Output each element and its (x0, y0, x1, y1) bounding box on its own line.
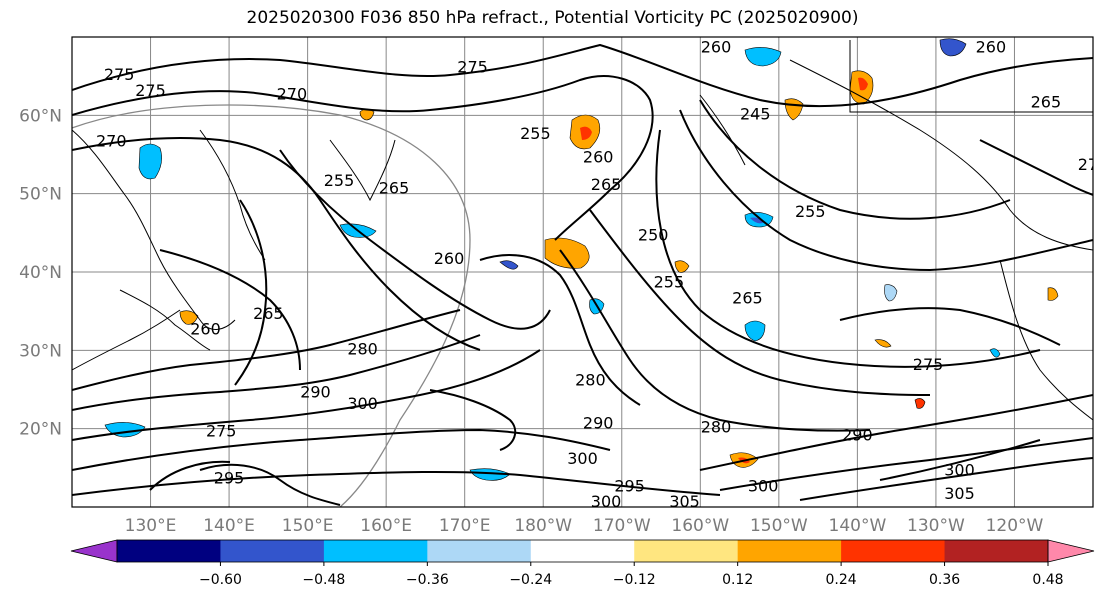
longitude-label: 160°W (671, 516, 729, 536)
contour-label: 290 (300, 382, 331, 401)
colorbar-tick-label: 0.24 (826, 572, 857, 588)
contour-label: 255 (324, 171, 355, 190)
contour-label: 290 (583, 414, 614, 433)
colorbar-tick-label: −0.12 (613, 572, 656, 588)
contour-label: 260 (190, 320, 221, 339)
longitude-label: 160°E (360, 516, 412, 536)
colorbar: −0.60 −0.48 −0.36 −0.24 −0.12 0.12 0.24 0.36 0.4… (70, 539, 1095, 588)
latitude-label: 40°N (19, 263, 62, 283)
contour-label: 280 (701, 418, 732, 437)
latitude-label: 20°N (19, 420, 62, 440)
colorbar-segment (737, 540, 842, 562)
contour-label: 270 (277, 85, 308, 104)
contour-label: 300 (591, 492, 622, 511)
colorbar-tick-label: 0.36 (929, 572, 960, 588)
longitude-label: 130°E (125, 516, 177, 536)
coastlines (72, 40, 1093, 421)
colorbar-segment (634, 540, 739, 562)
colorbar-max-arrow (1047, 539, 1095, 563)
contour-label: 255 (654, 273, 685, 292)
contour-label: 300 (567, 449, 598, 468)
great-circle (72, 104, 471, 507)
colorbar-tick-label: −0.48 (302, 572, 345, 588)
colorbar-tick-label: −0.24 (509, 572, 552, 588)
contour-label: 300 (748, 476, 779, 495)
contour-label: 265 (379, 179, 410, 198)
colorbar-segment (117, 540, 221, 562)
contour-label: 300 (347, 394, 378, 413)
contour-label: 250 (638, 226, 669, 245)
contour-label: 260 (976, 38, 1007, 57)
colorbar-segment (427, 540, 532, 562)
map-title: 2025020300 F036 850 hPa refract., Potent… (246, 8, 859, 28)
longitude-label: 140°W (829, 516, 887, 536)
contour-label: 290 (842, 425, 873, 444)
longitude-label: 170°W (593, 516, 651, 536)
contour-label: 300 (944, 461, 975, 480)
contour-label: 260 (583, 147, 614, 166)
contour-label: 305 (669, 492, 700, 511)
contour-label: 275 (104, 65, 135, 84)
contour-label: 265 (1031, 93, 1062, 112)
longitude-label: 150°E (282, 516, 334, 536)
contour-label: 265 (732, 288, 763, 307)
contour-label: 255 (520, 124, 551, 143)
colorbar-segment (530, 540, 635, 562)
contour-label: 305 (944, 484, 975, 503)
latitude-label: 60°N (19, 106, 62, 126)
contour-label: 230 (1101, 378, 1105, 397)
longitude-label: 140°E (203, 516, 255, 536)
contour-label: 275 (206, 422, 237, 441)
longitude-label: 120°W (986, 516, 1044, 536)
longitude-labels: 130°E 140°E 150°E 160°E 170°E 180°W 170°W 160°W… (125, 516, 1044, 536)
longitude-label: 170°E (439, 516, 491, 536)
colorbar-outline (116, 539, 1049, 563)
contour-label: 275 (457, 57, 488, 76)
colorbar-segment (220, 540, 325, 562)
latitude-label: 50°N (19, 185, 62, 205)
contour-label: 280 (575, 371, 606, 390)
longitude-label: 150°W (750, 516, 808, 536)
colorbar-tick-label: 0.48 (1032, 572, 1063, 588)
contour-label: 280 (347, 339, 378, 358)
colorbar-tick-label: −0.36 (406, 572, 449, 588)
contour-label: 265 (591, 175, 622, 194)
colorbar-tick-label: −0.60 (199, 572, 242, 588)
colorbar-min-arrow (70, 539, 118, 563)
contour-label: 255 (795, 202, 826, 221)
longitude-label: 180°W (514, 516, 572, 536)
map-frame (71, 36, 1094, 508)
contour-label: 265 (253, 304, 284, 323)
pv-shading (104, 38, 1059, 481)
colorbar-segment (841, 540, 946, 562)
latitude-label: 30°N (19, 341, 62, 361)
contour-label: 260 (434, 249, 465, 268)
contour-label: 270 (1078, 155, 1105, 174)
contour-label: 270 (96, 132, 127, 151)
colorbar-segment (944, 540, 1049, 562)
contour-label: 275 (913, 355, 944, 374)
colorbar-tick-label: 0.12 (722, 572, 753, 588)
longitude-label: 130°W (907, 516, 965, 536)
latitude-labels: 60°N 50°N 40°N 30°N 20°N (19, 106, 62, 439)
contour-label: 275 (135, 81, 166, 100)
contour-label: 295 (214, 469, 245, 488)
contour-label: 260 (701, 38, 732, 57)
contour-label: 295 (614, 476, 645, 495)
refractivity-contours (72, 43, 1093, 506)
contour-label: 245 (740, 104, 771, 123)
colorbar-segment (323, 540, 428, 562)
